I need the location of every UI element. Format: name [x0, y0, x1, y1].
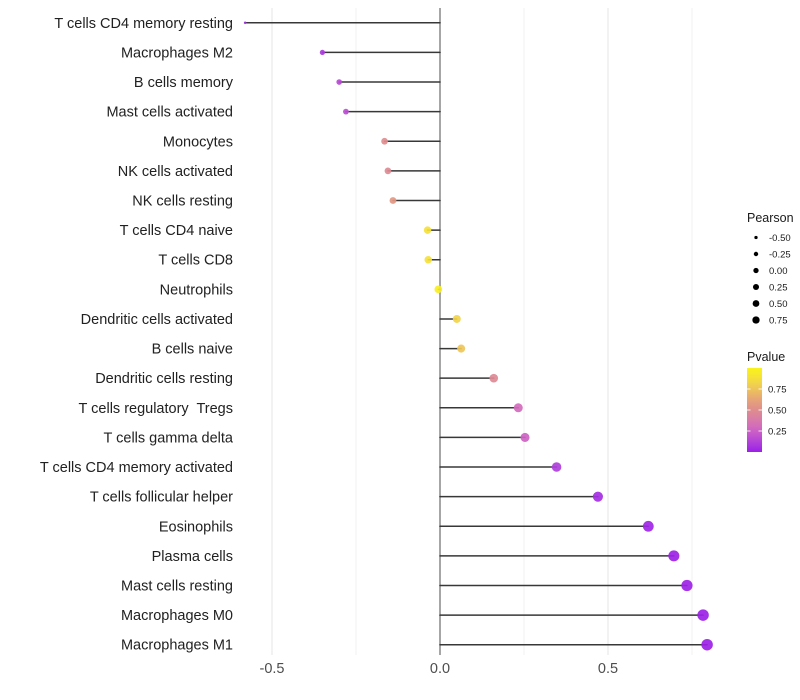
- lollipop-dot: [513, 403, 523, 413]
- lollipop-dot: [701, 638, 713, 651]
- y-axis-label: Mast cells resting: [121, 578, 233, 594]
- y-axis-label: T cells regulatory Tregs: [79, 401, 233, 417]
- pvalue-tick-label: 0.75: [768, 385, 787, 396]
- y-axis-label: Dendritic cells activated: [81, 312, 233, 328]
- y-axis-label: Mast cells activated: [106, 105, 233, 121]
- pvalue-colorbar: [747, 368, 762, 452]
- y-axis-label: Macrophages M2: [121, 45, 233, 61]
- y-axis-label: Eosinophils: [159, 519, 233, 535]
- pearson-legend-dot: [752, 316, 760, 324]
- lollipop-dot: [384, 167, 392, 175]
- lollipop-dot: [381, 137, 388, 145]
- x-tick-label: -0.5: [260, 661, 285, 677]
- lollipop-dot: [668, 550, 680, 562]
- pearson-legend-label: 0.50: [769, 299, 788, 310]
- y-axis-label: Macrophages M1: [121, 638, 233, 654]
- pearson-legend-dot: [753, 267, 759, 274]
- y-axis-label: NK cells activated: [118, 164, 233, 180]
- pearson-legend-label: 0.00: [769, 266, 788, 277]
- pearson-legend-dot: [754, 235, 758, 240]
- lollipop-dot: [520, 432, 530, 442]
- pearson-legend-label: 0.75: [769, 316, 788, 327]
- y-axis-label: NK cells resting: [132, 193, 233, 209]
- y-axis-label: T cells CD4 memory activated: [40, 460, 233, 476]
- y-axis-label: B cells naive: [152, 342, 233, 358]
- y-axis-label: Macrophages M0: [121, 608, 233, 624]
- lollipop-dot: [592, 491, 603, 502]
- lollipop-dot: [681, 579, 693, 592]
- y-axis-label: T cells follicular helper: [90, 490, 233, 506]
- lollipop-dot: [389, 197, 397, 204]
- lollipop-dot: [434, 285, 443, 294]
- lollipop-dot: [319, 49, 326, 56]
- y-axis-label: Monocytes: [163, 134, 233, 150]
- pvalue-tick-label: 0.50: [768, 406, 787, 417]
- pearson-legend-title: Pearson: [747, 211, 794, 225]
- lollipop-dot: [424, 255, 432, 264]
- pvalue-legend-title: Pvalue: [747, 350, 785, 364]
- lollipop-dot: [343, 108, 349, 115]
- lollipop-dot: [697, 609, 709, 621]
- pearson-legend-dot: [753, 251, 759, 257]
- pearson-legend-label: -0.50: [769, 233, 791, 244]
- y-axis-label: T cells CD4 memory resting: [54, 16, 233, 32]
- lollipop-dot: [243, 21, 247, 25]
- x-tick-label: 0.5: [598, 661, 618, 677]
- pvalue-tick-label: 0.25: [768, 427, 787, 438]
- x-tick-label: 0.0: [430, 661, 450, 677]
- y-axis-label: T cells CD8: [158, 253, 233, 269]
- pearson-legend-dot: [752, 300, 760, 307]
- lollipop-dot: [423, 226, 432, 234]
- pearson-legend-label: 0.25: [769, 283, 788, 294]
- pearson-legend-label: -0.25: [769, 250, 791, 261]
- y-axis-label: Neutrophils: [160, 282, 233, 298]
- pearson-legend-dot: [752, 283, 760, 291]
- lollipop-dot: [489, 373, 499, 383]
- y-axis-label: Plasma cells: [152, 549, 233, 565]
- y-axis-label: T cells CD4 naive: [120, 223, 233, 239]
- lollipop-dot: [452, 314, 461, 323]
- y-axis-label: T cells gamma delta: [104, 430, 234, 446]
- lollipop-dot: [336, 79, 343, 85]
- lollipop-dot: [642, 520, 654, 532]
- y-axis-label: Dendritic cells resting: [95, 371, 233, 387]
- lollipop-dot: [551, 462, 562, 472]
- y-axis-label: B cells memory: [134, 75, 234, 91]
- lollipop-dot: [457, 344, 466, 353]
